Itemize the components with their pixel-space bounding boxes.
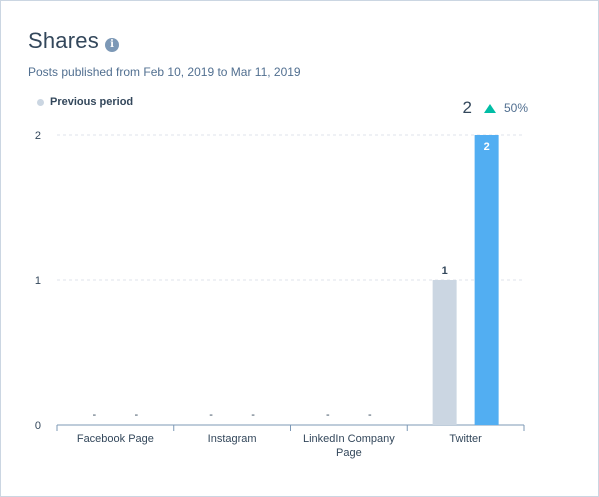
x-tick-label-linkedin-company-page: LinkedIn Company [303,433,395,445]
bar-twitter-series-1 [474,135,499,425]
data-label-linkedin-company-page-series-1: - [368,409,372,421]
info-icon[interactable]: i [105,38,119,52]
legend-label-previous-period[interactable]: Previous period [50,96,134,108]
chart-title: Shares [28,28,99,53]
summary: 2 50% [463,98,529,118]
y-tick-label-1: 1 [35,275,41,287]
data-label-facebook-page-series-1: - [135,409,139,421]
data-label-twitter-series-0: 1 [442,265,448,277]
chart-subtitle: Posts published from Feb 10, 2019 to Mar… [28,65,301,79]
data-label-instagram-series-1: - [251,409,255,421]
summary-change: 50% [503,101,528,115]
summary-value: 2 [462,98,472,117]
x-tick-label-twitter: Twitter [449,433,482,445]
x-tick-label-facebook-page: Facebook Page [77,433,154,445]
y-tick-label-2: 2 [35,130,41,142]
data-label-instagram-series-0: - [209,409,213,421]
legend-dot-icon [37,98,44,106]
y-tick-label-0: 0 [35,420,41,432]
data-label-facebook-page-series-0: - [93,409,97,421]
bar-twitter-series-0 [432,280,457,425]
data-label-linkedin-company-page-series-0: - [326,409,330,421]
triangle-up-icon [483,103,496,113]
x-tick-label-instagram: Instagram [208,433,257,445]
x-tick-label-linkedin-company-page: Page [336,447,362,459]
legend: Previous period [37,96,133,108]
data-label-twitter-series-1: 2 [484,141,490,153]
